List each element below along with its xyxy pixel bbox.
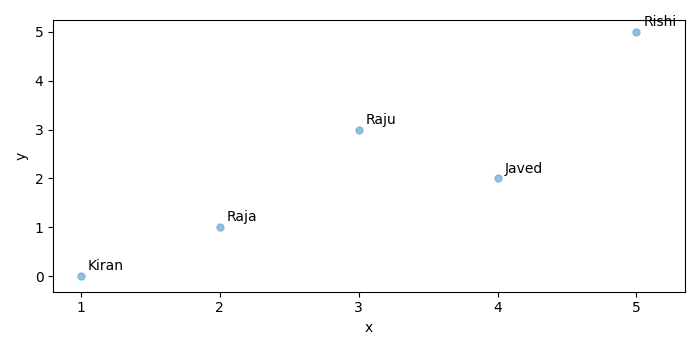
Y-axis label: y: y xyxy=(15,152,29,160)
Point xyxy=(76,273,87,279)
Text: Rishi: Rishi xyxy=(643,15,677,29)
X-axis label: x: x xyxy=(365,321,373,335)
Point xyxy=(492,176,503,181)
Point xyxy=(214,224,225,230)
Point xyxy=(631,29,642,35)
Text: Raja: Raja xyxy=(227,210,258,224)
Text: Kiran: Kiran xyxy=(88,259,124,273)
Text: Javed: Javed xyxy=(505,162,542,176)
Point xyxy=(353,127,364,132)
Text: Raju: Raju xyxy=(365,113,396,127)
